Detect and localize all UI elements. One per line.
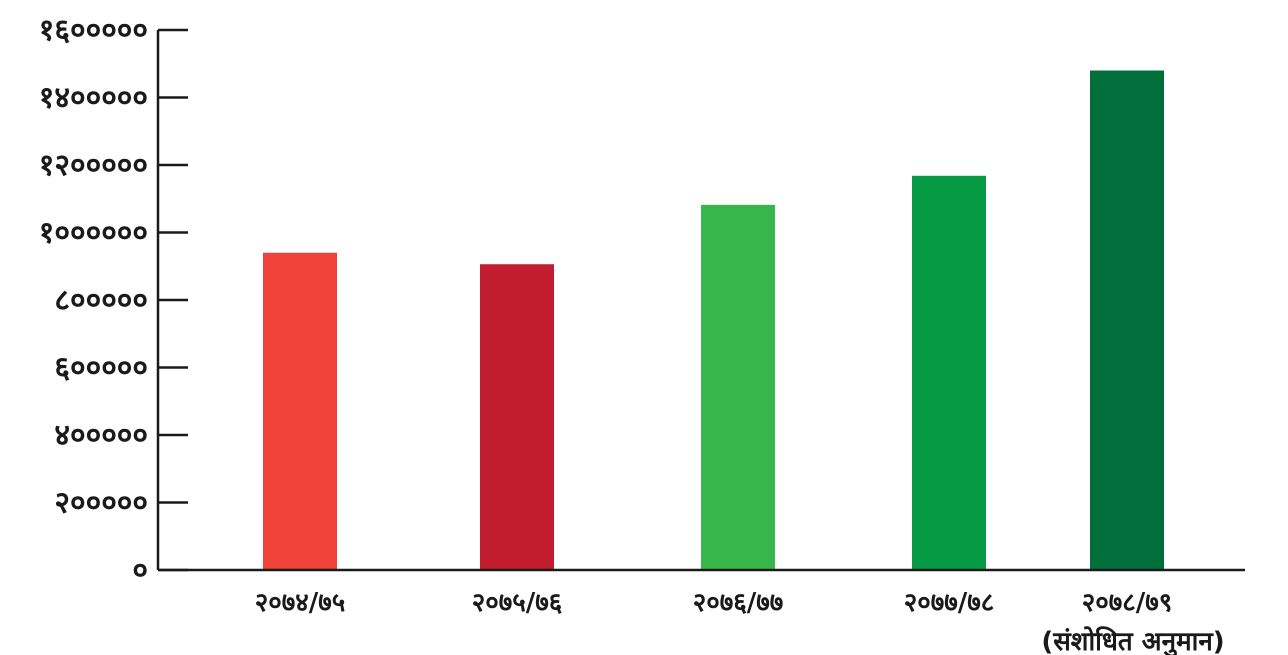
y-tick-label: २००००० — [54, 486, 148, 521]
x-tick-label: २०७४/७५ — [255, 588, 346, 618]
bar — [701, 204, 775, 570]
y-tick-label: ० — [132, 553, 148, 588]
bars — [263, 70, 1164, 571]
bar — [263, 252, 337, 570]
y-axis: ० २००००० ४००००० ६००००० ८००००० १०००००० १२००००० १… — [39, 13, 188, 588]
x-tick-label: २०७५/७६ — [472, 588, 563, 618]
x-tick-label: २०७६/७७ — [693, 588, 784, 618]
y-tick-label: ८००००० — [54, 283, 148, 318]
x-tick-label: २०७७/७८ — [904, 588, 995, 618]
bar — [912, 175, 986, 571]
y-tick-label: ४००००० — [54, 418, 148, 453]
y-tick-label: १४००००० — [39, 81, 148, 116]
x-tick-label: २०७८/७९ — [1082, 588, 1173, 618]
y-tick-label: १२००००० — [39, 148, 148, 183]
y-tick-label: ६००००० — [54, 351, 148, 386]
y-tick-label: १६००००० — [39, 13, 148, 48]
y-tick-label: १०००००० — [39, 216, 148, 251]
x-tick-sublabel: (संशोधित अनुमान) — [1041, 626, 1224, 655]
bar — [1090, 70, 1164, 570]
x-axis: २०७४/७५ २०७५/७६ २०७६/७७ २०७७/७८ २०७८/७९ (संशो… — [158, 568, 1245, 655]
bar — [480, 264, 554, 570]
